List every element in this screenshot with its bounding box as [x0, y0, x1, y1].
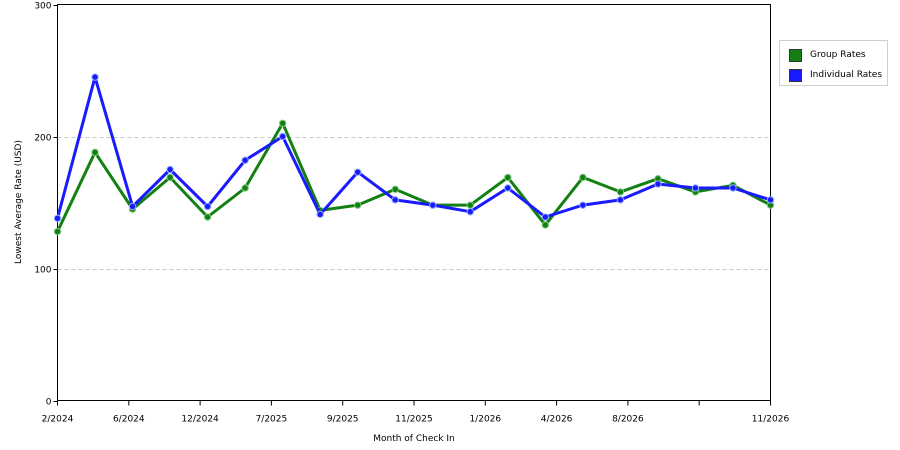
data-point-individual-rates — [316, 210, 324, 219]
data-point-individual-rates — [429, 201, 437, 209]
data-point-individual-rates — [128, 202, 137, 211]
x-axis: 2/2024 6/2024 12/2024 7/2025 9/2025 11/2025 1/… — [42, 400, 790, 425]
data-point-individual-rates — [278, 132, 287, 141]
y-tick-label: 0 — [46, 398, 52, 408]
data-point-group-rates — [579, 173, 587, 182]
data-point-individual-rates — [91, 73, 99, 81]
data-point-group-rates — [91, 148, 99, 157]
legend-label-individual-rates: Individual Rates — [810, 70, 883, 80]
x-tick-label: 9/2025 — [327, 415, 359, 425]
series-line-individual-rates — [56, 75, 772, 220]
data-point-individual-rates — [541, 213, 550, 221]
data-point-individual-rates — [241, 156, 249, 164]
x-tick-label: 2/2024 — [42, 415, 74, 425]
data-point-group-rates — [541, 221, 550, 229]
data-point-individual-rates — [579, 201, 587, 209]
data-point-group-rates — [354, 201, 362, 209]
legend-item-group-rates: Group Rates — [789, 48, 866, 62]
x-tick-label: 7/2025 — [256, 415, 288, 425]
data-point-individual-rates — [53, 214, 62, 223]
legend-swatch-individual-rates — [789, 68, 802, 82]
data-point-individual-rates — [504, 184, 512, 192]
data-point-group-rates — [166, 173, 174, 182]
data-point-group-rates — [241, 184, 249, 192]
data-point-individual-rates — [691, 184, 700, 192]
data-point-individual-rates — [766, 196, 775, 204]
x-tick-label: 11/2026 — [752, 415, 790, 425]
data-point-group-rates — [616, 188, 625, 196]
x-tick-label: 8/2026 — [612, 415, 644, 425]
data-point-individual-rates — [616, 196, 625, 204]
series-line-group-rates — [56, 121, 772, 233]
legend-swatch-group-rates — [789, 48, 802, 62]
y-tick-label: 300 — [34, 2, 51, 12]
x-tick-label: 6/2024 — [113, 415, 145, 425]
data-point-individual-rates — [729, 184, 737, 192]
x-tick-label: 11/2025 — [395, 415, 432, 425]
legend-item-individual-rates: Individual Rates — [789, 68, 882, 82]
series-layer — [53, 73, 775, 236]
data-point-individual-rates — [654, 180, 662, 188]
data-point-group-rates — [466, 201, 474, 209]
y-axis: 0 100 200 300 — [34, 2, 58, 408]
data-point-individual-rates — [354, 168, 362, 176]
data-point-group-rates — [504, 173, 512, 182]
data-point-individual-rates — [391, 196, 399, 204]
legend-label-group-rates: Group Rates — [810, 50, 866, 60]
x-tick-label: 12/2024 — [181, 415, 219, 425]
data-point-individual-rates — [466, 208, 474, 216]
data-point-individual-rates — [203, 202, 212, 211]
y-axis-label: Lowest Average Rate (USD) — [14, 140, 24, 264]
y-tick-label: 200 — [34, 134, 51, 144]
legend: Group Rates Individual Rates — [779, 40, 888, 86]
y-tick-label: 100 — [34, 266, 51, 276]
x-axis-label: Month of Check In — [373, 434, 455, 444]
data-point-group-rates — [278, 119, 287, 128]
x-tick-label: 4/2026 — [541, 415, 573, 425]
x-tick-label: 1/2026 — [469, 415, 501, 425]
series-individual-rates — [53, 73, 775, 223]
data-point-individual-rates — [166, 165, 174, 174]
data-point-group-rates — [203, 213, 212, 221]
data-point-group-rates — [53, 227, 62, 236]
data-point-group-rates — [391, 185, 399, 194]
